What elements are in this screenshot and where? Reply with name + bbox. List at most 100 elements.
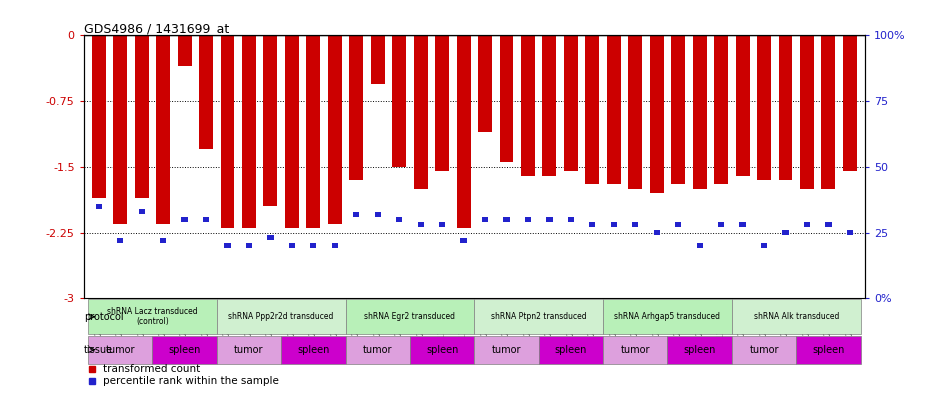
Bar xyxy=(525,217,531,222)
Text: shRNA Ptpn2 transduced: shRNA Ptpn2 transduced xyxy=(491,312,587,321)
Bar xyxy=(220,35,234,228)
Bar xyxy=(160,238,166,243)
Bar xyxy=(650,35,664,193)
Bar xyxy=(92,35,106,198)
Bar xyxy=(474,336,538,364)
Text: tumor: tumor xyxy=(750,345,778,354)
Bar xyxy=(732,336,796,364)
Bar xyxy=(418,222,424,227)
Bar xyxy=(135,35,149,198)
Bar xyxy=(96,204,102,209)
Bar xyxy=(778,35,792,180)
Bar xyxy=(117,238,124,243)
Bar xyxy=(499,35,513,162)
Text: shRNA Alk transduced: shRNA Alk transduced xyxy=(753,312,839,321)
Bar xyxy=(460,238,467,243)
Bar xyxy=(396,217,403,222)
Bar xyxy=(217,336,281,364)
Text: GDS4986 / 1431699_at: GDS4986 / 1431699_at xyxy=(84,22,229,35)
Bar xyxy=(153,336,217,364)
Bar xyxy=(668,336,732,364)
Text: shRNA Lacz transduced
(control): shRNA Lacz transduced (control) xyxy=(107,307,198,327)
Bar xyxy=(697,243,703,248)
Bar xyxy=(375,211,381,217)
Bar xyxy=(392,35,406,167)
Bar xyxy=(846,230,853,235)
Text: spleen: spleen xyxy=(684,345,716,354)
Bar xyxy=(156,35,170,224)
Bar xyxy=(503,217,510,222)
Text: spleen: spleen xyxy=(812,345,844,354)
Text: shRNA Egr2 transduced: shRNA Egr2 transduced xyxy=(365,312,456,321)
Bar xyxy=(457,35,471,228)
Bar xyxy=(714,35,728,184)
Bar xyxy=(246,243,252,248)
Bar xyxy=(843,35,857,171)
Text: tumor: tumor xyxy=(363,345,392,354)
Bar xyxy=(821,35,835,189)
Bar xyxy=(371,35,385,84)
Bar xyxy=(736,35,750,176)
Bar xyxy=(88,336,153,364)
Bar xyxy=(718,222,724,227)
Bar xyxy=(542,35,556,176)
Bar xyxy=(414,35,428,189)
Bar xyxy=(825,222,831,227)
Text: tumor: tumor xyxy=(234,345,264,354)
Bar xyxy=(217,299,346,334)
Bar xyxy=(242,35,256,228)
Bar xyxy=(804,222,810,227)
Bar xyxy=(757,35,771,180)
Bar xyxy=(113,35,127,224)
Text: transformed count: transformed count xyxy=(103,364,201,375)
Text: spleen: spleen xyxy=(168,345,201,354)
Bar xyxy=(350,35,364,180)
Text: tissue: tissue xyxy=(84,345,113,354)
Text: protocol: protocol xyxy=(84,312,124,322)
Bar xyxy=(439,222,445,227)
Bar xyxy=(521,35,535,176)
Bar xyxy=(435,35,449,171)
Bar xyxy=(603,299,732,334)
Bar xyxy=(281,336,346,364)
Bar xyxy=(267,235,273,241)
Bar xyxy=(306,35,320,228)
Bar xyxy=(332,243,338,248)
Bar xyxy=(181,217,188,222)
Bar xyxy=(761,243,767,248)
Bar xyxy=(178,35,192,66)
Bar xyxy=(288,243,295,248)
Bar xyxy=(199,35,213,149)
Bar xyxy=(654,230,660,235)
Bar xyxy=(796,336,860,364)
Bar xyxy=(603,336,668,364)
Text: tumor: tumor xyxy=(105,345,135,354)
Bar xyxy=(782,230,789,235)
Bar xyxy=(203,217,209,222)
Bar xyxy=(629,35,643,189)
Bar xyxy=(327,35,341,224)
Bar xyxy=(478,35,492,132)
Text: shRNA Arhgap5 transduced: shRNA Arhgap5 transduced xyxy=(615,312,721,321)
Bar xyxy=(693,35,707,189)
Text: spleen: spleen xyxy=(298,345,329,354)
Bar xyxy=(88,299,217,334)
Bar xyxy=(263,35,277,206)
Bar xyxy=(285,35,299,228)
Bar xyxy=(353,211,359,217)
Text: tumor: tumor xyxy=(620,345,650,354)
Bar xyxy=(567,217,574,222)
Bar xyxy=(675,222,682,227)
Bar xyxy=(732,299,860,334)
Bar xyxy=(611,222,617,227)
Text: percentile rank within the sample: percentile rank within the sample xyxy=(103,376,279,386)
Text: shRNA Ppp2r2d transduced: shRNA Ppp2r2d transduced xyxy=(229,312,334,321)
Bar xyxy=(585,35,599,184)
Bar xyxy=(538,336,603,364)
Text: spleen: spleen xyxy=(426,345,458,354)
Bar xyxy=(311,243,316,248)
Bar xyxy=(139,209,145,214)
Bar xyxy=(474,299,603,334)
Text: tumor: tumor xyxy=(492,345,521,354)
Bar xyxy=(546,217,552,222)
